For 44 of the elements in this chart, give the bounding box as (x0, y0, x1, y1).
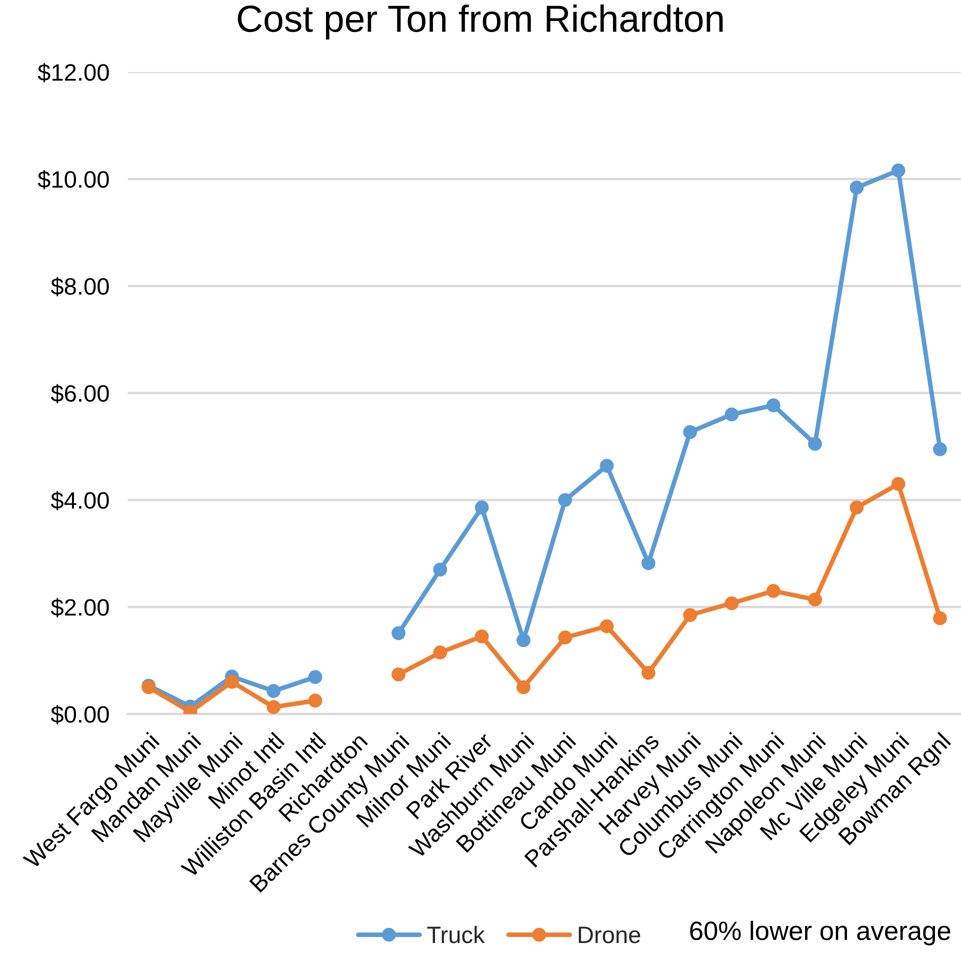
point (766, 398, 780, 412)
y-tick-label: $6.00 (50, 384, 109, 404)
point (724, 596, 739, 610)
point (266, 684, 281, 698)
text: 60% lower on average (690, 920, 950, 946)
point (641, 666, 656, 680)
point (516, 680, 530, 694)
point (891, 164, 906, 178)
point (891, 477, 906, 491)
y-tick-label: $2.00 (50, 598, 109, 618)
point (392, 626, 406, 640)
point (433, 646, 448, 660)
point (683, 425, 698, 440)
point (433, 562, 448, 576)
point (766, 584, 780, 598)
point (850, 500, 864, 514)
point (600, 458, 614, 473)
point (392, 667, 406, 682)
point (558, 630, 572, 644)
y-tick-label: $4.00 (50, 491, 109, 510)
legend-label: Truck (427, 926, 485, 944)
point (516, 633, 530, 648)
point (558, 493, 572, 507)
point (724, 407, 739, 422)
y-tick-label: $0.00 (50, 705, 109, 724)
point (474, 629, 489, 644)
point (641, 556, 656, 570)
point (808, 592, 822, 606)
point (474, 500, 489, 514)
point (308, 694, 322, 708)
point (808, 436, 822, 451)
legend-label: Drone (578, 926, 640, 944)
point (850, 180, 864, 195)
point (933, 442, 947, 456)
y-tick-label: $10.00 (38, 170, 109, 190)
point (308, 670, 322, 684)
point (266, 700, 281, 714)
chart-title: Cost per Ton from Richardton (238, 4, 723, 40)
point (600, 619, 614, 634)
point (933, 611, 947, 626)
point (683, 608, 698, 622)
y-tick-label: $8.00 (50, 277, 109, 296)
y-tick-label: $12.00 (38, 63, 109, 82)
point (224, 674, 239, 689)
